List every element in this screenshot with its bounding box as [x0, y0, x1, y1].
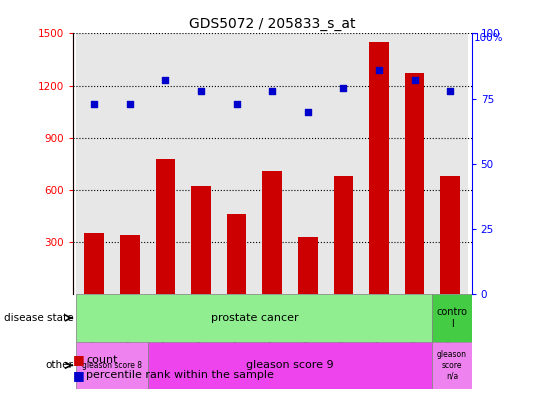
Text: prostate cancer: prostate cancer	[211, 313, 298, 323]
Bar	[254, 33, 290, 294]
Bar	[290, 33, 326, 294]
Bar	[254, 294, 290, 342]
Text: ■: ■	[73, 369, 85, 382]
Bar	[432, 342, 468, 389]
Text: disease state: disease state	[4, 313, 73, 323]
Bar	[112, 342, 148, 389]
Point	[90, 101, 99, 107]
Point	[232, 101, 241, 107]
Bar	[432, 342, 472, 389]
Text: 100%: 100%	[474, 33, 503, 43]
Bar	[262, 171, 282, 294]
Bar	[397, 294, 432, 342]
Bar	[334, 176, 353, 294]
Point	[197, 88, 205, 94]
Bar	[361, 294, 397, 342]
Point	[339, 85, 348, 91]
Bar	[183, 33, 219, 294]
Bar	[77, 33, 112, 294]
Bar	[405, 73, 424, 294]
Bar	[219, 342, 254, 389]
Point	[268, 88, 277, 94]
Bar	[369, 42, 389, 294]
Point	[446, 88, 454, 94]
Bar	[326, 294, 361, 342]
Bar	[120, 235, 140, 294]
Bar	[191, 186, 211, 294]
Bar	[432, 294, 468, 342]
Bar	[77, 342, 148, 389]
Point	[303, 108, 312, 115]
Bar	[219, 294, 254, 342]
Bar	[326, 342, 361, 389]
Bar	[326, 33, 361, 294]
Bar	[148, 342, 183, 389]
Point	[410, 77, 419, 83]
Bar	[219, 33, 254, 294]
Title: GDS5072 / 205833_s_at: GDS5072 / 205833_s_at	[189, 17, 355, 31]
Bar	[183, 294, 219, 342]
Bar	[84, 233, 104, 294]
Bar	[298, 237, 317, 294]
Bar	[361, 342, 397, 389]
Point	[375, 67, 383, 73]
Bar	[148, 342, 432, 389]
Bar	[156, 159, 175, 294]
Text: contro
l: contro l	[437, 307, 467, 329]
Bar	[290, 342, 326, 389]
Bar	[183, 342, 219, 389]
Point	[161, 77, 170, 83]
Bar	[432, 33, 468, 294]
Bar	[440, 176, 460, 294]
Bar	[361, 33, 397, 294]
Bar	[254, 342, 290, 389]
Bar	[397, 33, 432, 294]
Text: percentile rank within the sample: percentile rank within the sample	[86, 370, 274, 380]
Bar	[397, 342, 432, 389]
Bar	[290, 294, 326, 342]
Text: gleason score 8: gleason score 8	[82, 361, 142, 370]
Text: ■: ■	[73, 353, 85, 366]
Bar	[77, 342, 112, 389]
Text: other: other	[45, 360, 73, 370]
Bar	[432, 294, 472, 342]
Text: count: count	[86, 354, 118, 365]
Bar	[148, 33, 183, 294]
Bar	[227, 214, 246, 294]
Bar	[112, 294, 148, 342]
Bar	[148, 294, 183, 342]
Bar	[77, 294, 432, 342]
Point	[126, 101, 134, 107]
Bar	[77, 294, 112, 342]
Bar	[112, 33, 148, 294]
Text: gleason score 9: gleason score 9	[246, 360, 334, 370]
Text: gleason
score
n/a: gleason score n/a	[437, 351, 467, 380]
